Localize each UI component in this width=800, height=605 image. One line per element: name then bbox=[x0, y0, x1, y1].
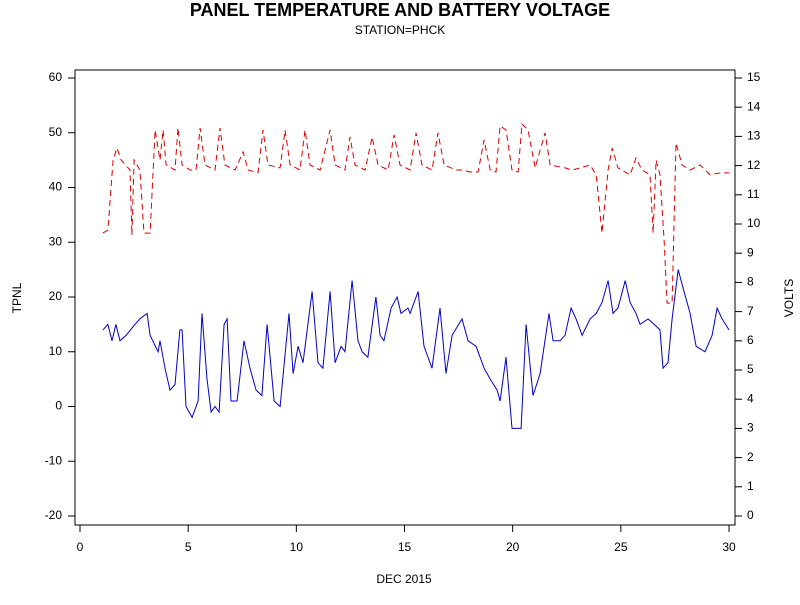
x-tick-label: 10 bbox=[290, 540, 304, 554]
x-axis-label: DEC 2015 bbox=[376, 572, 432, 586]
x-tick-label: 30 bbox=[722, 540, 736, 554]
x-tick-label: 25 bbox=[614, 540, 628, 554]
y-tick-label: 60 bbox=[49, 70, 63, 84]
y-tick-label: 40 bbox=[49, 180, 63, 194]
x-tick-label: 5 bbox=[185, 540, 192, 554]
data-line bbox=[102, 122, 729, 304]
chart-subtitle: STATION=PHCK bbox=[355, 23, 446, 37]
y-tick-label: 30 bbox=[49, 234, 63, 248]
y2-tick-label: 9 bbox=[747, 245, 754, 259]
y-tick-label: 10 bbox=[49, 344, 63, 358]
y2-tick-label: 4 bbox=[747, 391, 754, 405]
y2-tick-label: 10 bbox=[747, 216, 761, 230]
y2-tick-label: 15 bbox=[747, 70, 761, 84]
y2-tick-label: 6 bbox=[747, 333, 754, 347]
y2-tick-label: 2 bbox=[747, 450, 754, 464]
plot-frame bbox=[74, 69, 736, 526]
x-tick-label: 20 bbox=[506, 540, 520, 554]
y2-tick-label: 1 bbox=[747, 479, 754, 493]
y-tick-label: -10 bbox=[45, 453, 63, 467]
y-tick-label: 20 bbox=[49, 289, 63, 303]
y2-axis-label: VOLTS bbox=[782, 279, 796, 317]
y-axis-label: TPNL bbox=[10, 282, 24, 313]
y2-tick-label: 0 bbox=[747, 508, 754, 522]
x-tick-label: 15 bbox=[398, 540, 412, 554]
x-tick-label: 0 bbox=[77, 540, 84, 554]
chart-title: PANEL TEMPERATURE AND BATTERY VOLTAGE bbox=[190, 0, 610, 20]
y2-tick-label: 14 bbox=[747, 99, 761, 113]
y2-tick-label: 8 bbox=[747, 275, 754, 289]
y-tick-label: 0 bbox=[55, 399, 62, 413]
y2-tick-label: 13 bbox=[747, 129, 761, 143]
y2-tick-label: 11 bbox=[747, 187, 760, 201]
y-tick-label: -20 bbox=[45, 508, 63, 522]
y2-tick-label: 7 bbox=[747, 304, 754, 318]
data-line bbox=[102, 269, 730, 429]
y2-tick-label: 12 bbox=[747, 158, 761, 172]
y-tick-label: 50 bbox=[49, 125, 63, 139]
y2-tick-label: 5 bbox=[747, 362, 754, 376]
y2-tick-label: 3 bbox=[747, 421, 754, 435]
